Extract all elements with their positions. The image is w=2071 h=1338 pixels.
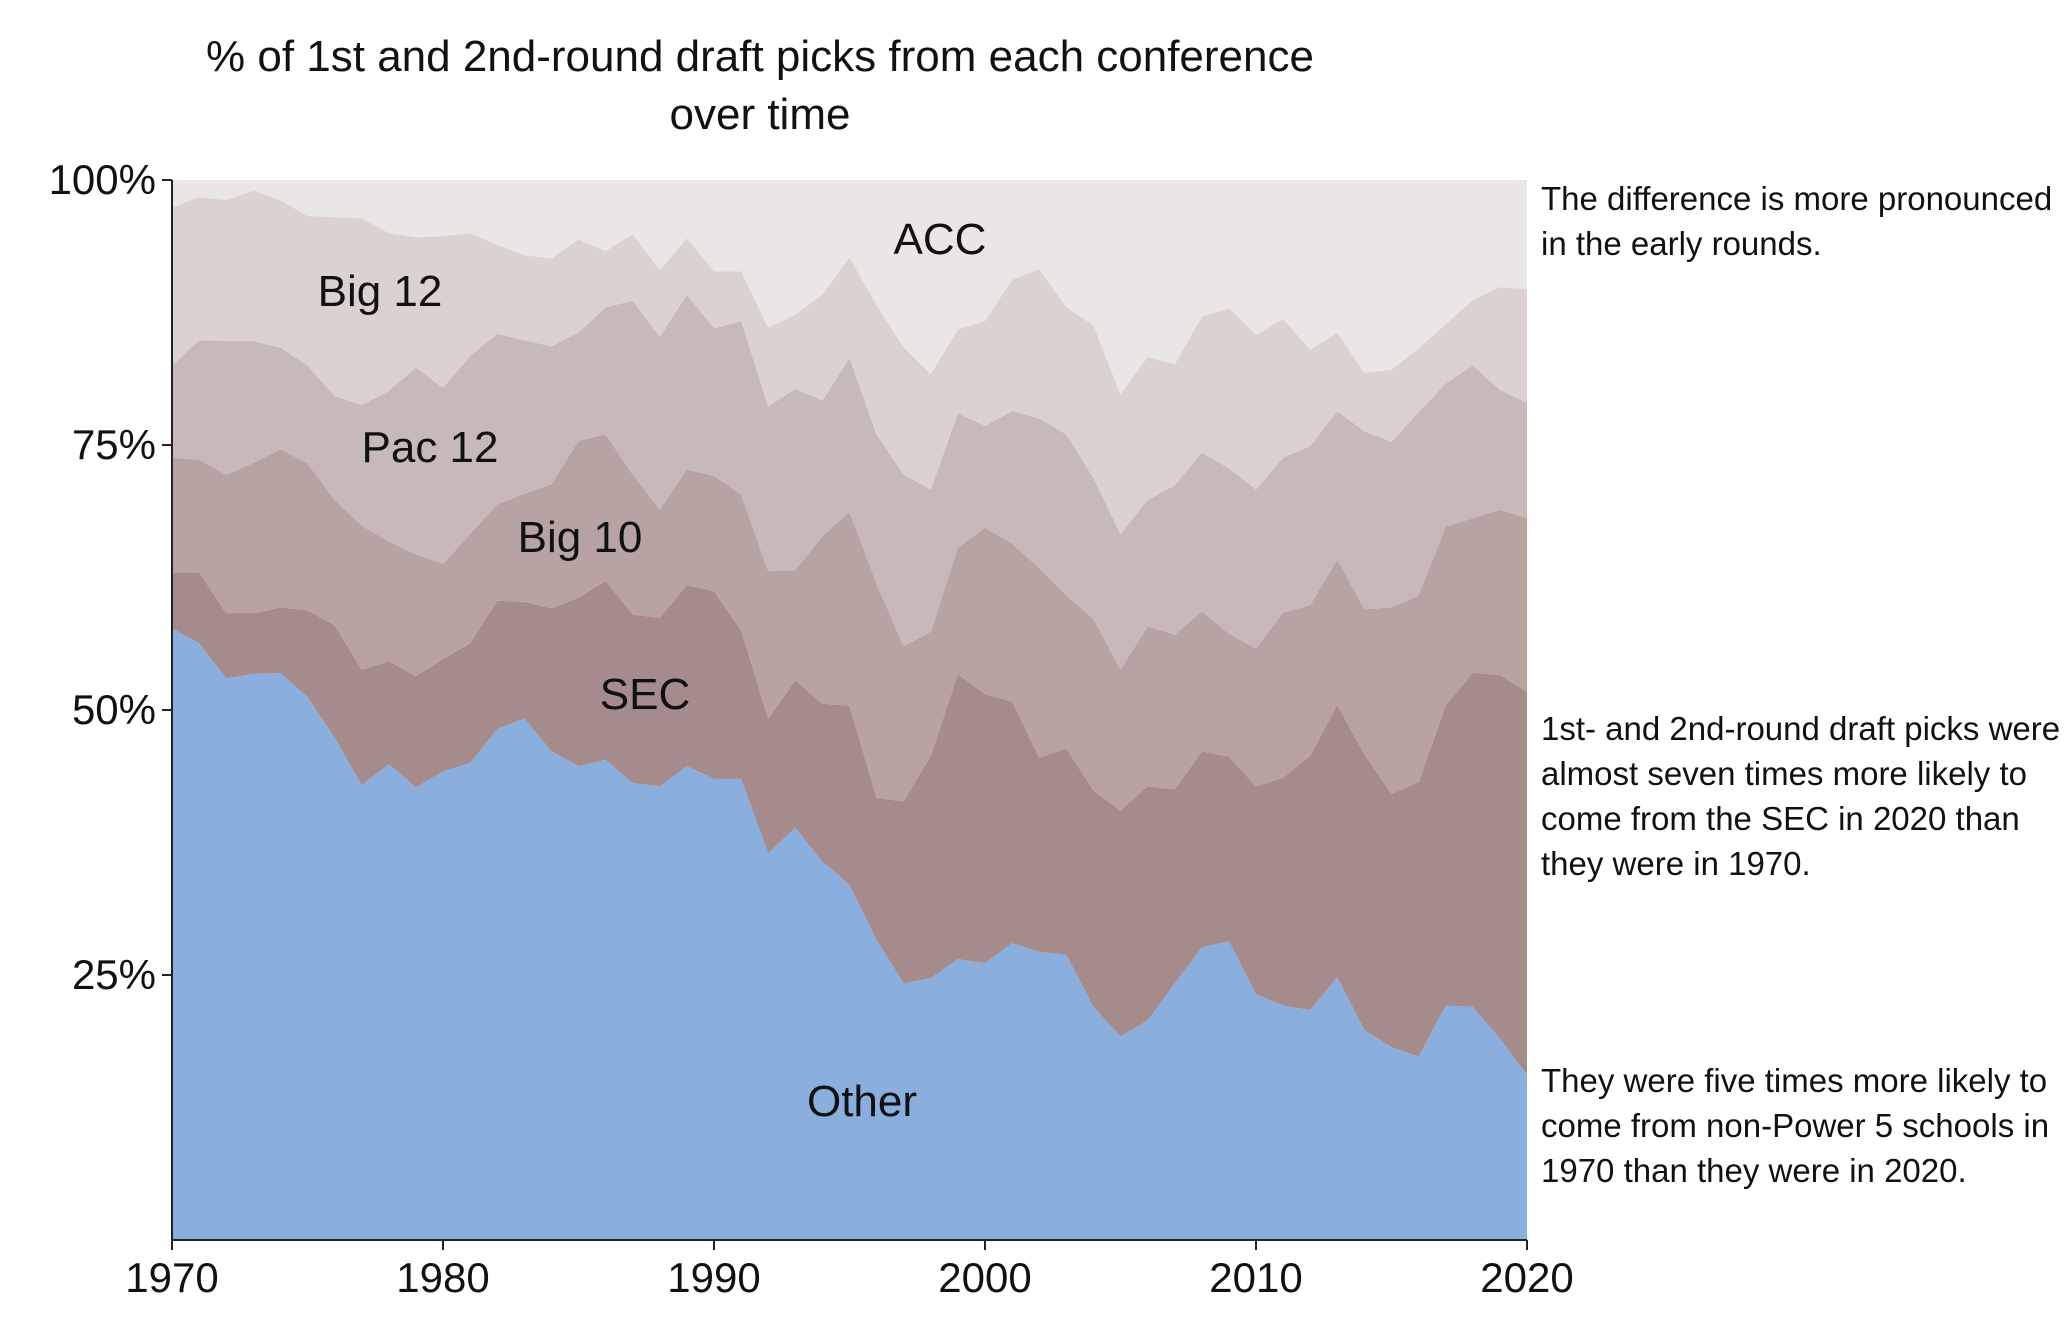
series-label-pac-12: Pac 12 [362,423,499,472]
series-label-other: Other [807,1077,917,1126]
annotation-sec: 1st- and 2nd-round draft picks were almo… [1541,710,2061,882]
annotation-early-rounds: The difference is more pronounced in the… [1541,180,2053,262]
x-axis: 1970 1980 1990 2000 2010 2020 [125,1239,1574,1301]
area-other [172,628,1527,1240]
chart-title: % of 1st and 2nd-round draft picks from … [206,32,1314,139]
x-tick-label: 1990 [667,1254,760,1301]
area-big-10 [172,434,1527,811]
annotation-other: They were five times more likely to come… [1541,1062,2050,1189]
x-tick-label: 1970 [125,1254,218,1301]
area-sec [172,572,1527,1075]
series-label-big-12: Big 12 [318,267,443,316]
x-tick-label: 2000 [938,1254,1031,1301]
series-label-sec: SEC [600,670,690,719]
area-acc [172,180,1527,395]
x-tick-label: 2020 [1480,1254,1573,1301]
y-tick-label: 100% [49,156,156,203]
area-big-12 [172,190,1527,534]
series-labels: ACC Big 12 Pac 12 Big 10 SEC Other [318,215,987,1126]
y-tick-label: 75% [72,421,156,468]
series-label-acc: ACC [894,215,987,264]
y-tick-label: 25% [72,951,156,998]
area-layers [172,180,1527,1240]
x-tick-label: 1980 [396,1254,489,1301]
x-tick-label: 2010 [1209,1254,1302,1301]
area-pac-12 [172,294,1527,670]
y-axis: 25% 50% 75% 100% [49,156,173,1240]
y-tick-label: 50% [72,686,156,733]
series-label-big-10: Big 10 [518,513,643,562]
